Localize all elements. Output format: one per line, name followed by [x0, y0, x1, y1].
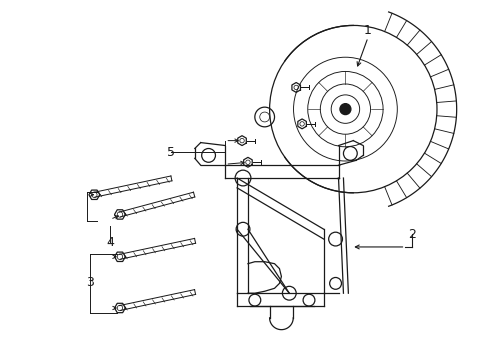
Text: 4: 4 [106, 235, 114, 248]
Text: 5: 5 [167, 146, 175, 159]
Text: 1: 1 [364, 24, 371, 37]
Circle shape [339, 104, 350, 114]
Text: 3: 3 [86, 276, 94, 289]
Text: 2: 2 [407, 228, 415, 240]
